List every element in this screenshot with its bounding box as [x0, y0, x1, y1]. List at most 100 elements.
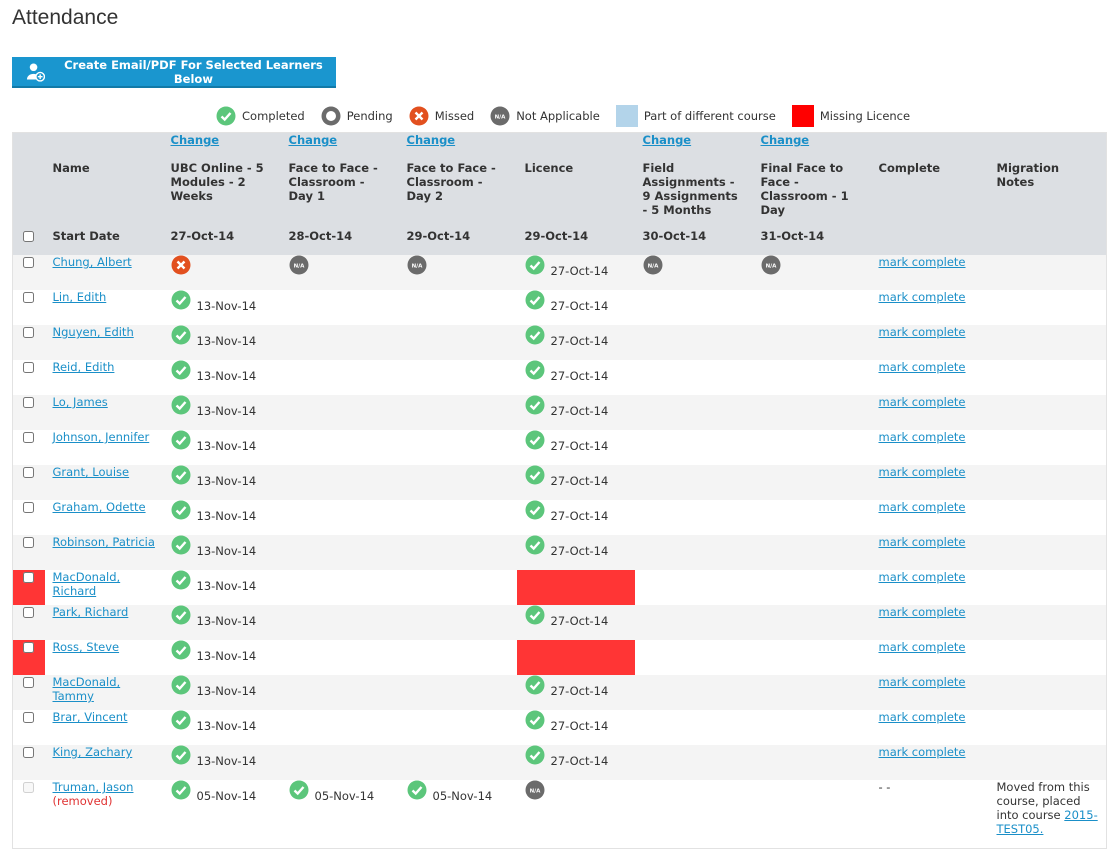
row-checkbox[interactable] [23, 712, 34, 723]
status-cell: 13-Nov-14 [162, 675, 281, 710]
change-link[interactable]: Change [170, 133, 220, 147]
mark-complete-link[interactable]: mark complete [878, 430, 966, 444]
learner-name-link[interactable]: Nguyen, Edith [52, 325, 134, 339]
status-cell [281, 500, 399, 535]
status-cell [752, 675, 871, 710]
learner-name-link[interactable]: MacDonald, Richard [52, 570, 121, 598]
status-date: 13-Nov-14 [196, 719, 257, 733]
row-checkbox[interactable] [23, 572, 34, 583]
completed-icon [171, 325, 190, 345]
learner-name-link[interactable]: Brar, Vincent [52, 710, 128, 724]
status-cell [753, 570, 871, 605]
header-cell: Field Assignments - 9 Assignments - 5 Mo… [634, 161, 753, 229]
learner-name-link[interactable]: Park, Richard [52, 605, 129, 619]
mark-complete-link[interactable]: mark complete [878, 710, 966, 724]
learner-name-link[interactable]: MacDonald, Tammy [52, 675, 121, 703]
mark-complete-link[interactable]: mark complete [878, 500, 966, 514]
row-checkbox[interactable] [23, 502, 34, 513]
completed-icon [525, 500, 544, 520]
row-checkbox[interactable] [23, 257, 34, 268]
status: 13-Nov-14 [171, 675, 275, 698]
status-cell [635, 570, 753, 605]
completed-icon [525, 290, 544, 310]
mark-complete-link[interactable]: mark complete [878, 360, 966, 374]
mark-complete-link[interactable]: mark complete [878, 605, 966, 619]
learner-name-link[interactable]: Lo, James [52, 395, 108, 409]
status: 27-Oct-14 [525, 465, 629, 488]
complete-cell: mark complete [870, 325, 989, 360]
checkbox-cell [13, 710, 45, 745]
learner-name-link[interactable]: Graham, Odette [52, 500, 146, 514]
change-link[interactable]: Change [406, 133, 456, 147]
learner-name-link[interactable]: Grant, Louise [52, 465, 130, 479]
status-date: 27-Oct-14 [550, 684, 609, 698]
na-text: N/A [495, 115, 507, 121]
create-email-button[interactable]: Create Email/PDF For Selected Learners B… [12, 57, 336, 88]
row-checkbox[interactable] [23, 607, 34, 618]
learner-row: Grant, Louise 13-Nov-14 27-Oct-14 mark comp… [12, 465, 1107, 500]
icon-circle [525, 780, 544, 800]
header-text: Start Date [52, 229, 120, 243]
row-checkbox[interactable] [23, 537, 34, 548]
change-link[interactable]: Change [642, 133, 692, 147]
mark-complete-link[interactable]: mark complete [878, 395, 966, 409]
select-all-checkbox[interactable] [23, 231, 34, 242]
row-checkbox[interactable] [23, 467, 34, 478]
row-checkbox[interactable] [23, 677, 34, 688]
icon-circle [525, 535, 544, 555]
na-text: N/A [529, 789, 541, 795]
learner-name-link[interactable]: Johnson, Jennifer [52, 430, 150, 444]
mark-complete-link[interactable]: mark complete [878, 570, 966, 584]
status: 27-Oct-14 [525, 255, 629, 278]
attendance-table: Change Change Change Change Change Name UBC On… [12, 132, 1107, 849]
row-checkbox[interactable] [23, 292, 34, 303]
status-cell [634, 535, 753, 570]
course-link[interactable]: 2015-TEST05. [996, 808, 1098, 836]
row-checkbox[interactable] [23, 327, 34, 338]
row-checkbox[interactable] [23, 362, 34, 373]
row-checkbox[interactable] [23, 432, 34, 443]
change-link[interactable]: Change [288, 133, 338, 147]
learner-name-link[interactable]: Lin, Edith [52, 290, 107, 304]
completed-icon [525, 465, 544, 485]
status-cell: 13-Nov-14 [163, 640, 281, 675]
mark-complete-link[interactable]: mark complete [878, 465, 966, 479]
header-cell: Change [280, 132, 399, 161]
row-checkbox[interactable] [23, 397, 34, 408]
mark-complete-link[interactable]: mark complete [878, 640, 966, 654]
migration-notes-cell [988, 535, 1107, 570]
learner-name-link[interactable]: Truman, Jason [52, 780, 134, 794]
legend-label: Missed [434, 109, 475, 123]
header-cell: Change [634, 132, 753, 161]
change-link[interactable]: Change [760, 133, 810, 147]
learner-row: King, Zachary 13-Nov-14 27-Oct-14 mark comp… [12, 745, 1107, 780]
mark-complete-link[interactable]: mark complete [878, 325, 966, 339]
mark-complete-link[interactable]: mark complete [878, 535, 966, 549]
status-cell [162, 255, 281, 290]
icon-circle [171, 325, 190, 345]
learner-name-link[interactable]: Reid, Edith [52, 360, 115, 374]
check [529, 681, 540, 691]
learner-name-link[interactable]: King, Zachary [52, 745, 133, 759]
mark-complete-link[interactable]: mark complete [878, 675, 966, 689]
complete-cell: mark complete [871, 500, 989, 535]
header-text: 29-Oct-14 [524, 229, 589, 243]
header-cell: Name [44, 161, 163, 229]
row-checkbox[interactable] [23, 747, 34, 758]
learner-name-link[interactable]: Ross, Steve [52, 640, 120, 654]
mark-complete-link[interactable]: mark complete [878, 745, 966, 759]
checkbox-cell [13, 360, 45, 395]
status-date: 27-Oct-14 [550, 439, 609, 453]
status-cell [634, 745, 753, 780]
mark-complete-link[interactable]: mark complete [878, 255, 966, 269]
legend-item: Pending [321, 106, 393, 126]
learner-name-link[interactable]: Robinson, Patricia [52, 535, 155, 549]
checkbox-cell [12, 535, 45, 570]
status-cell [753, 780, 871, 848]
row-checkbox[interactable] [23, 642, 34, 653]
mark-complete-link[interactable]: mark complete [878, 290, 966, 304]
header-cell [12, 229, 45, 255]
completed-icon [525, 395, 544, 415]
status: 13-Nov-14 [171, 745, 275, 768]
learner-name-link[interactable]: Chung, Albert [52, 255, 132, 269]
